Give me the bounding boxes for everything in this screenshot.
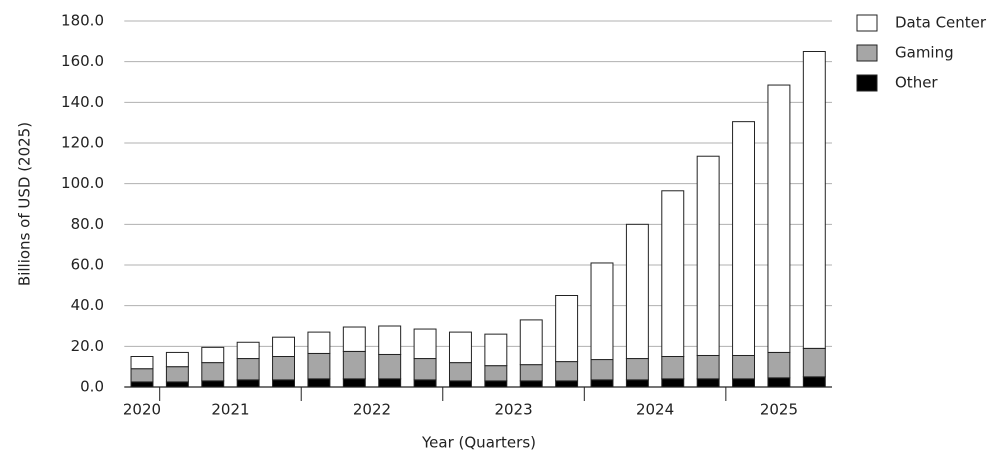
x-tick-label: 2023 — [494, 401, 532, 419]
bar-segment — [201, 380, 225, 388]
bar-segment — [661, 190, 685, 357]
x-axis-title: Year (Quarters) — [421, 434, 536, 452]
legend-swatch — [856, 74, 878, 92]
bar-segment — [448, 362, 472, 382]
x-tick-label: 2024 — [636, 401, 674, 419]
bar-segment — [165, 351, 189, 368]
bar-segment — [165, 366, 189, 383]
y-tick-label: 140.0 — [61, 93, 104, 111]
x-tick-label: 2020 — [123, 401, 161, 419]
bar-segment — [307, 378, 331, 388]
y-tick-label: 40.0 — [71, 296, 104, 314]
bar-segment — [519, 319, 543, 366]
bar-segment — [201, 346, 225, 364]
bar-segment — [590, 262, 614, 361]
bar-segment — [555, 295, 579, 363]
bar-segment — [307, 331, 331, 354]
bar-segment — [272, 336, 296, 357]
bar-segment — [165, 381, 189, 388]
bar-segment — [484, 380, 508, 388]
bar-segment — [484, 333, 508, 367]
legend-swatch — [856, 14, 878, 32]
bar-segment — [342, 326, 366, 352]
bar-segment — [413, 358, 437, 381]
bar-segment — [732, 378, 756, 388]
bar-segment — [130, 381, 154, 388]
bar-segment — [378, 353, 402, 380]
bar-segment — [201, 362, 225, 382]
bar-segment — [802, 376, 826, 388]
bar-segment — [342, 350, 366, 380]
bar-segment — [413, 379, 437, 388]
bar-segment — [661, 378, 685, 388]
y-tick-label: 120.0 — [61, 134, 104, 152]
bar-segment — [732, 121, 756, 356]
legend-label: Data Center — [895, 14, 987, 32]
bar-segment — [696, 378, 720, 388]
bar-segment — [555, 380, 579, 388]
bar-segment — [661, 356, 685, 380]
legend-swatch — [856, 44, 878, 62]
bar-segment — [448, 380, 472, 388]
bar-segment — [767, 351, 791, 379]
bar-segment — [236, 341, 260, 360]
y-tick-label: 100.0 — [61, 174, 104, 192]
bar-segment — [732, 354, 756, 380]
bar-segment — [448, 331, 472, 364]
bar-segment — [130, 368, 154, 383]
bar-segment — [625, 379, 649, 388]
bar-segment — [272, 379, 296, 388]
bar-segment — [307, 352, 331, 380]
bar-segment — [555, 361, 579, 382]
bar-segment — [342, 378, 366, 388]
bar-segment — [696, 354, 720, 380]
bar-segment — [272, 356, 296, 381]
x-tick-label: 2021 — [211, 401, 249, 419]
y-tick-label: 180.0 — [61, 12, 104, 30]
bar-segment — [519, 380, 543, 388]
bar-segment — [802, 51, 826, 349]
bar-segment — [236, 358, 260, 381]
bar-segment — [130, 356, 154, 370]
legend-label: Gaming — [895, 44, 954, 62]
x-tick-label: 2022 — [353, 401, 391, 419]
bar-segment — [236, 379, 260, 388]
bar-segment — [484, 365, 508, 382]
y-tick-label: 20.0 — [71, 337, 104, 355]
bar-segment — [590, 379, 614, 388]
bar-segment — [590, 359, 614, 381]
bar-segment — [625, 358, 649, 381]
bar-segment — [519, 364, 543, 382]
y-tick-label: 60.0 — [71, 256, 104, 274]
legend-label: Other — [895, 74, 938, 92]
y-axis-title: Billions of USD (2025) — [16, 122, 34, 286]
x-tick-label: 2025 — [760, 401, 798, 419]
bar-segment — [696, 155, 720, 356]
bar-segment — [767, 377, 791, 388]
bar-segment — [625, 223, 649, 360]
y-tick-label: 80.0 — [71, 215, 104, 233]
bar-segment — [767, 84, 791, 353]
bar-segment — [413, 328, 437, 360]
bar-segment — [802, 347, 826, 378]
bar-segment — [378, 378, 402, 388]
y-tick-label: 0.0 — [80, 378, 104, 396]
y-tick-label: 160.0 — [61, 52, 104, 70]
bar-segment — [378, 325, 402, 355]
